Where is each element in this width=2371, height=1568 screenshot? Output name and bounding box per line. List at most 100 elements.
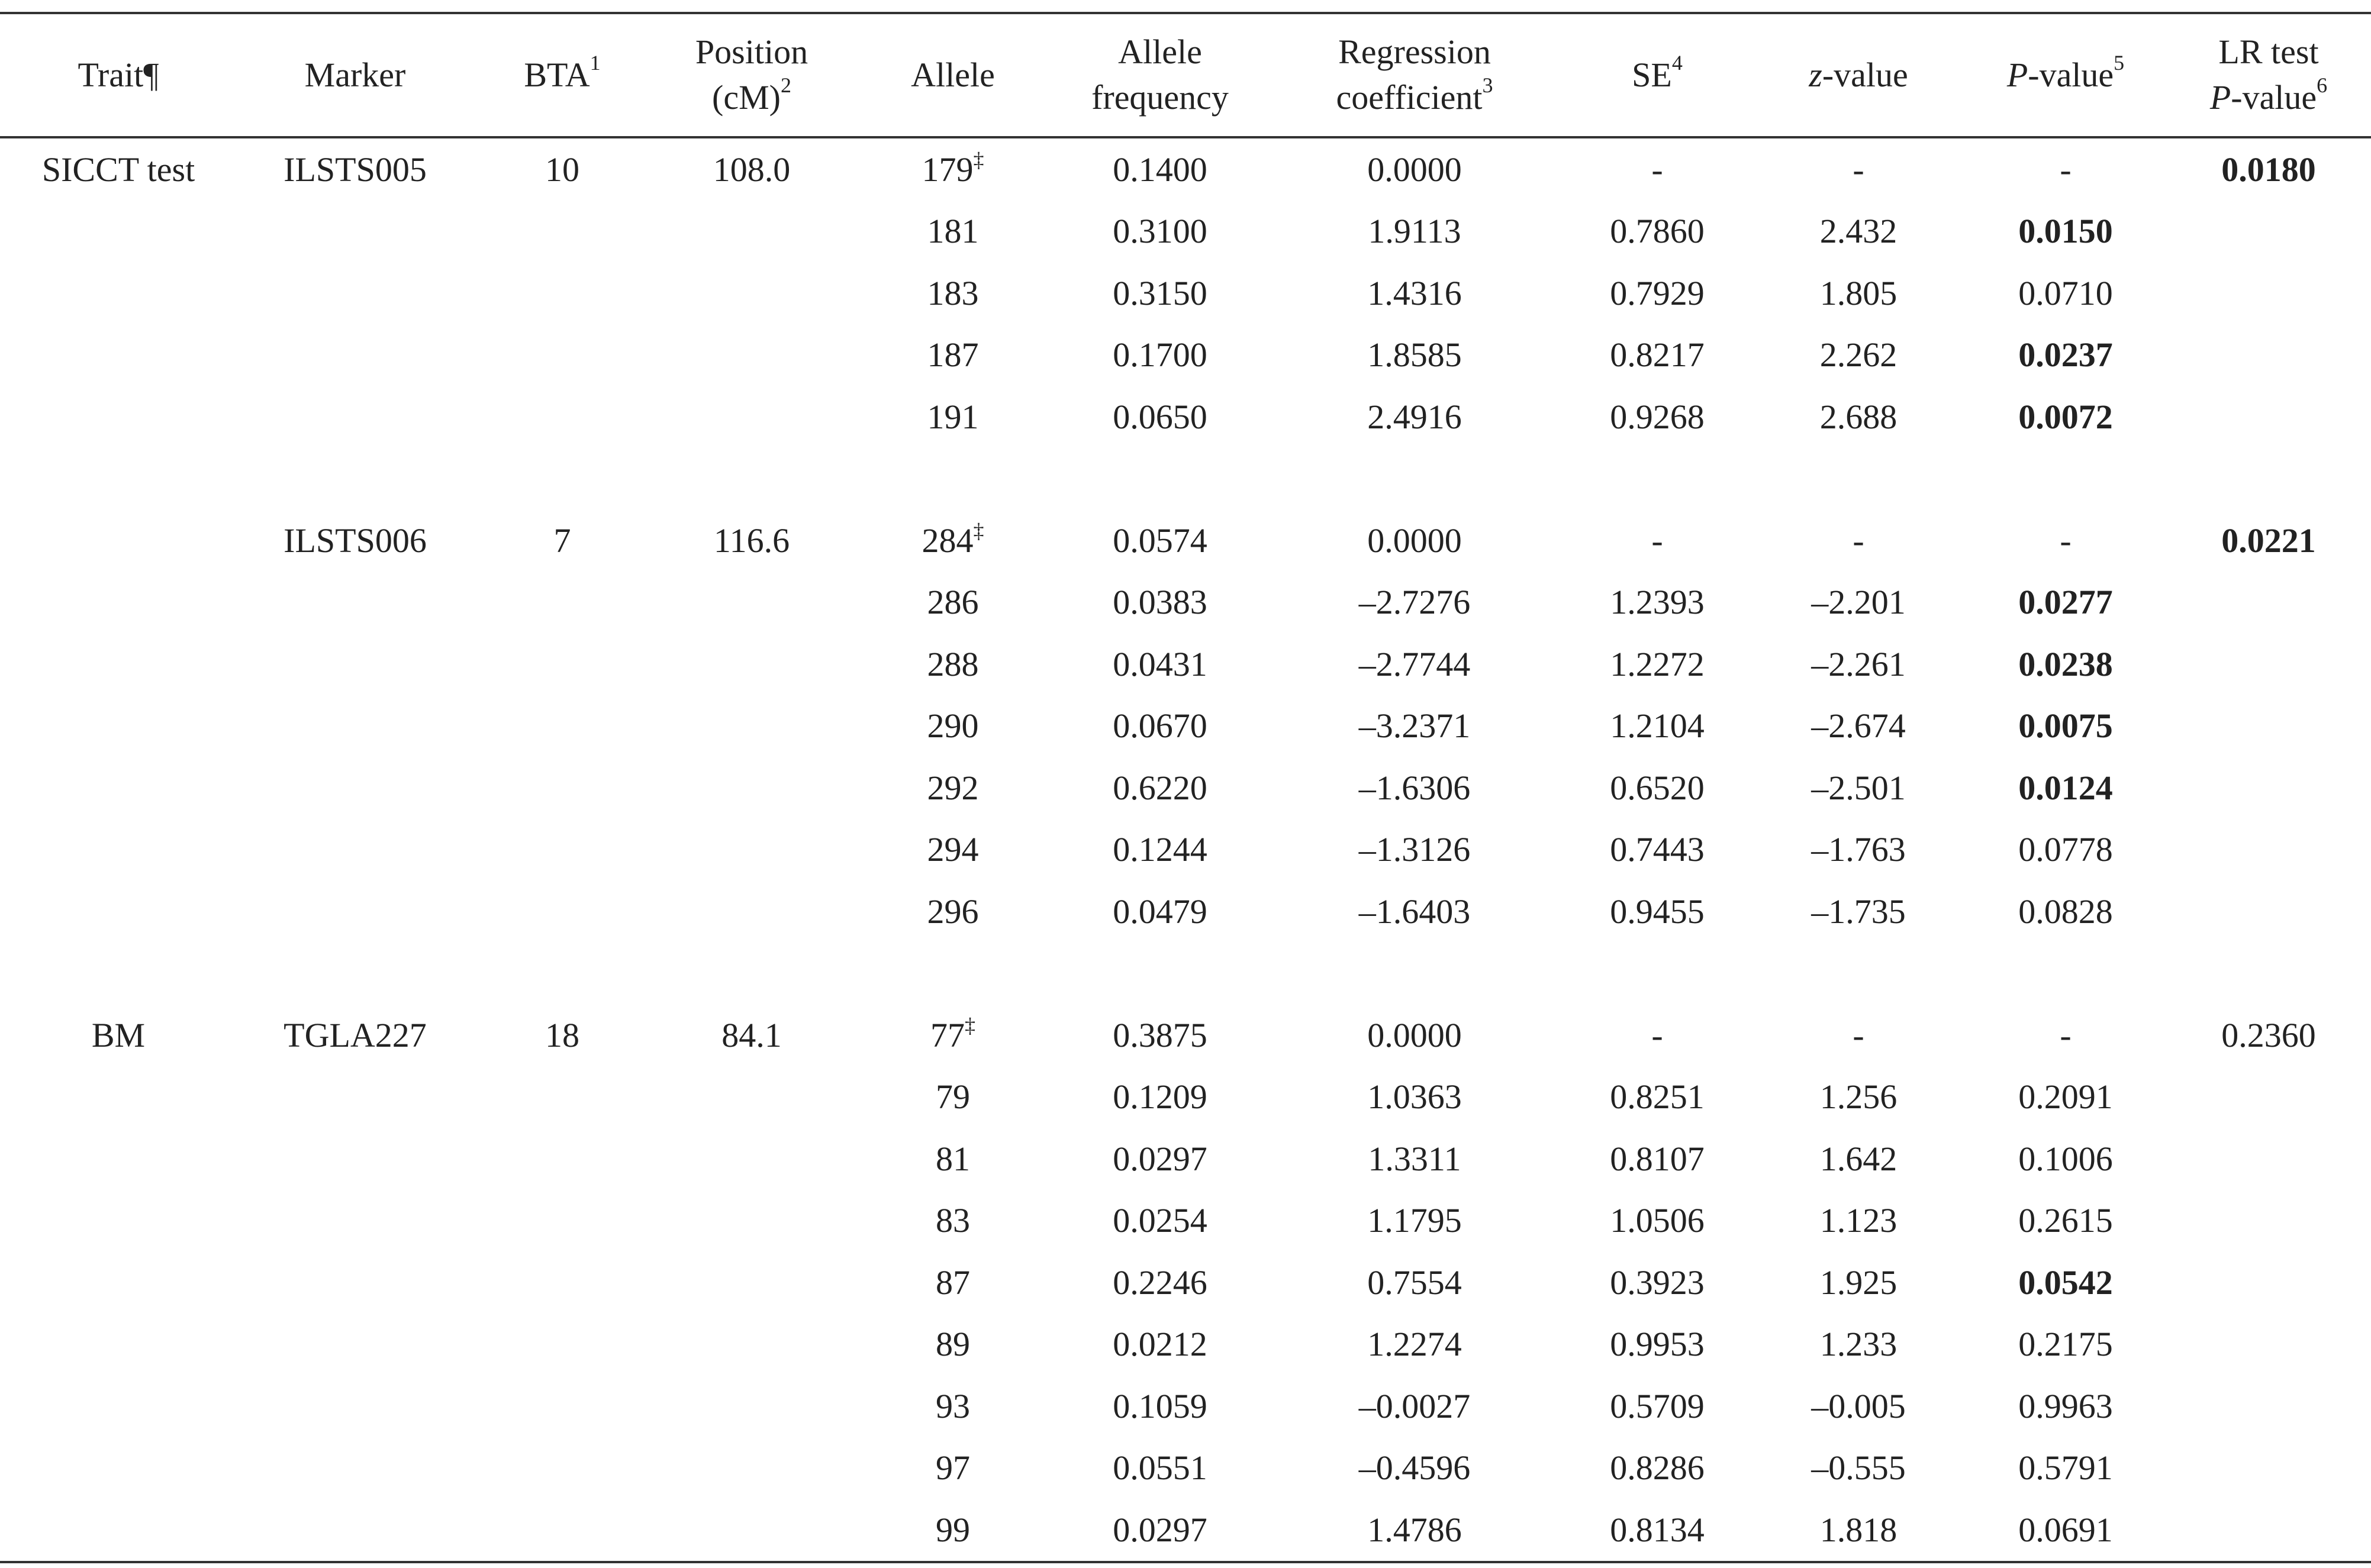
cell-lr-test-p-value (2166, 1499, 2371, 1563)
cell-allele-frequency: 0.0212 (1054, 1314, 1267, 1376)
cell-marker (237, 1499, 473, 1563)
cell-se-text: 0.9953 (1610, 1325, 1705, 1364)
cell-p-value-text: 0.0075 (2018, 706, 2113, 746)
cell-allele: 183 (852, 262, 1054, 324)
cell-bta-text: 7 (553, 521, 571, 560)
table-row: 296 0.0479 –1.6403 0.9455 –1.735 0.0828 (0, 880, 2371, 943)
cell-trait (0, 1314, 237, 1376)
cell-position (651, 1499, 852, 1563)
cell-p-value: 0.0691 (1965, 1499, 2166, 1563)
spacer-row (0, 448, 2371, 510)
cell-allele-frequency: 0.0431 (1054, 633, 1267, 695)
cell-se: 1.2104 (1563, 695, 1752, 757)
cell-trait (0, 757, 237, 819)
cell-allele-frequency: 0.0670 (1054, 695, 1267, 757)
cell-regression-coefficient: 0.0000 (1267, 509, 1563, 572)
header-se: SE4 (1563, 12, 1752, 138)
cell-p-value: - (1965, 137, 2166, 201)
cell-lr-test-p-value (2166, 633, 2371, 695)
cell-regression-coefficient-text: 0.0000 (1367, 1015, 1462, 1054)
cell-marker: TGLA227 (237, 1004, 473, 1066)
cell-se-text: - (1651, 521, 1663, 560)
cell-se-text: 0.9455 (1610, 892, 1705, 931)
cell-se-text: 0.9268 (1610, 397, 1705, 436)
cell-position (651, 880, 852, 943)
cell-regression-coefficient: 1.9113 (1267, 201, 1563, 263)
cell-lr-test-p-value (2166, 880, 2371, 943)
cell-trait (0, 1190, 237, 1252)
table-row: 187 0.1700 1.8585 0.8217 2.262 0.0237 (0, 324, 2371, 386)
spacer-cell (0, 943, 2371, 1005)
cell-trait (0, 262, 237, 324)
cell-allele-frequency: 0.0297 (1054, 1128, 1267, 1190)
header-regression-coefficient: Regression coefficient3 (1267, 12, 1563, 138)
cell-lr-test-p-value (2166, 695, 2371, 757)
cell-z-value-text: 2.432 (1819, 212, 1898, 251)
cell-bta (473, 201, 651, 263)
header-marker: Marker (237, 12, 473, 138)
cell-z-value-text: 1.256 (1819, 1077, 1898, 1117)
cell-allele: 179‡ (852, 137, 1054, 201)
cell-allele-frequency-text: 0.0297 (1113, 1139, 1207, 1178)
cell-z-value-text: –1.735 (1811, 892, 1906, 931)
cell-allele: 87 (852, 1251, 1054, 1314)
cell-marker (237, 1375, 473, 1437)
cell-se-text: - (1651, 1015, 1663, 1054)
cell-se-text: 0.8251 (1610, 1077, 1705, 1117)
cell-position (651, 633, 852, 695)
cell-allele: 97 (852, 1437, 1054, 1499)
cell-regression-coefficient-text: 1.9113 (1368, 212, 1461, 251)
cell-p-value-text: 0.0710 (2018, 273, 2113, 312)
cell-p-value-text: 0.0237 (2018, 335, 2113, 375)
cell-p-value-text: 0.2091 (2018, 1077, 2113, 1117)
allele-regression-table: Trait¶ Marker BTA1 Position (cM)2 Allele … (0, 12, 2371, 1563)
cell-z-value-text: 1.818 (1819, 1510, 1898, 1549)
cell-regression-coefficient: 0.7554 (1267, 1251, 1563, 1314)
cell-position (651, 1437, 852, 1499)
cell-bta (473, 819, 651, 881)
cell-se: - (1563, 1004, 1752, 1066)
cell-se: 0.8286 (1563, 1437, 1752, 1499)
cell-p-value-text: - (2060, 150, 2072, 189)
cell-p-value: 0.2091 (1965, 1066, 2166, 1128)
cell-se: 0.8251 (1563, 1066, 1752, 1128)
cell-bta (473, 1251, 651, 1314)
cell-trait (0, 509, 237, 572)
cell-regression-coefficient-text: 0.0000 (1367, 521, 1462, 560)
cell-allele-frequency: 0.3875 (1054, 1004, 1267, 1066)
cell-regression-coefficient-text: –0.0027 (1358, 1386, 1471, 1425)
cell-trait (0, 819, 237, 881)
cell-se: 0.9953 (1563, 1314, 1752, 1376)
cell-allele: 286 (852, 572, 1054, 634)
header-allele-frequency: Allele frequency (1054, 12, 1267, 138)
cell-z-value-text: 1.805 (1819, 273, 1898, 312)
cell-allele-text: 79 (936, 1077, 970, 1117)
cell-se: 0.9268 (1563, 386, 1752, 448)
cell-trait (0, 1499, 237, 1563)
cell-bta (473, 1437, 651, 1499)
cell-se-text: 1.2272 (1610, 644, 1705, 683)
cell-marker (237, 386, 473, 448)
cell-z-value: - (1752, 1004, 1965, 1066)
cell-marker (237, 880, 473, 943)
cell-allele-frequency-text: 0.1244 (1113, 830, 1207, 869)
cell-p-value: 0.0778 (1965, 819, 2166, 881)
cell-regression-coefficient: 0.0000 (1267, 137, 1563, 201)
cell-z-value-text: –2.501 (1811, 768, 1906, 807)
cell-bta-text: 18 (545, 1015, 579, 1054)
cell-se: - (1563, 509, 1752, 572)
cell-lr-test-p-value (2166, 1437, 2371, 1499)
cell-p-value-text: 0.0124 (2018, 768, 2113, 807)
table-row: 79 0.1209 1.0363 0.8251 1.256 0.2091 (0, 1066, 2371, 1128)
cell-allele-text: 183 (927, 273, 979, 312)
cell-allele-frequency: 0.0254 (1054, 1190, 1267, 1252)
cell-se-text: 0.3923 (1610, 1263, 1705, 1302)
cell-bta-text: 10 (545, 150, 579, 189)
cell-allele: 284‡ (852, 509, 1054, 572)
cell-bta (473, 1314, 651, 1376)
cell-position: 108.0 (651, 137, 852, 201)
cell-trait (0, 572, 237, 634)
cell-z-value: 1.233 (1752, 1314, 1965, 1376)
cell-se-text: 0.5709 (1610, 1386, 1705, 1425)
cell-z-value: 1.925 (1752, 1251, 1965, 1314)
